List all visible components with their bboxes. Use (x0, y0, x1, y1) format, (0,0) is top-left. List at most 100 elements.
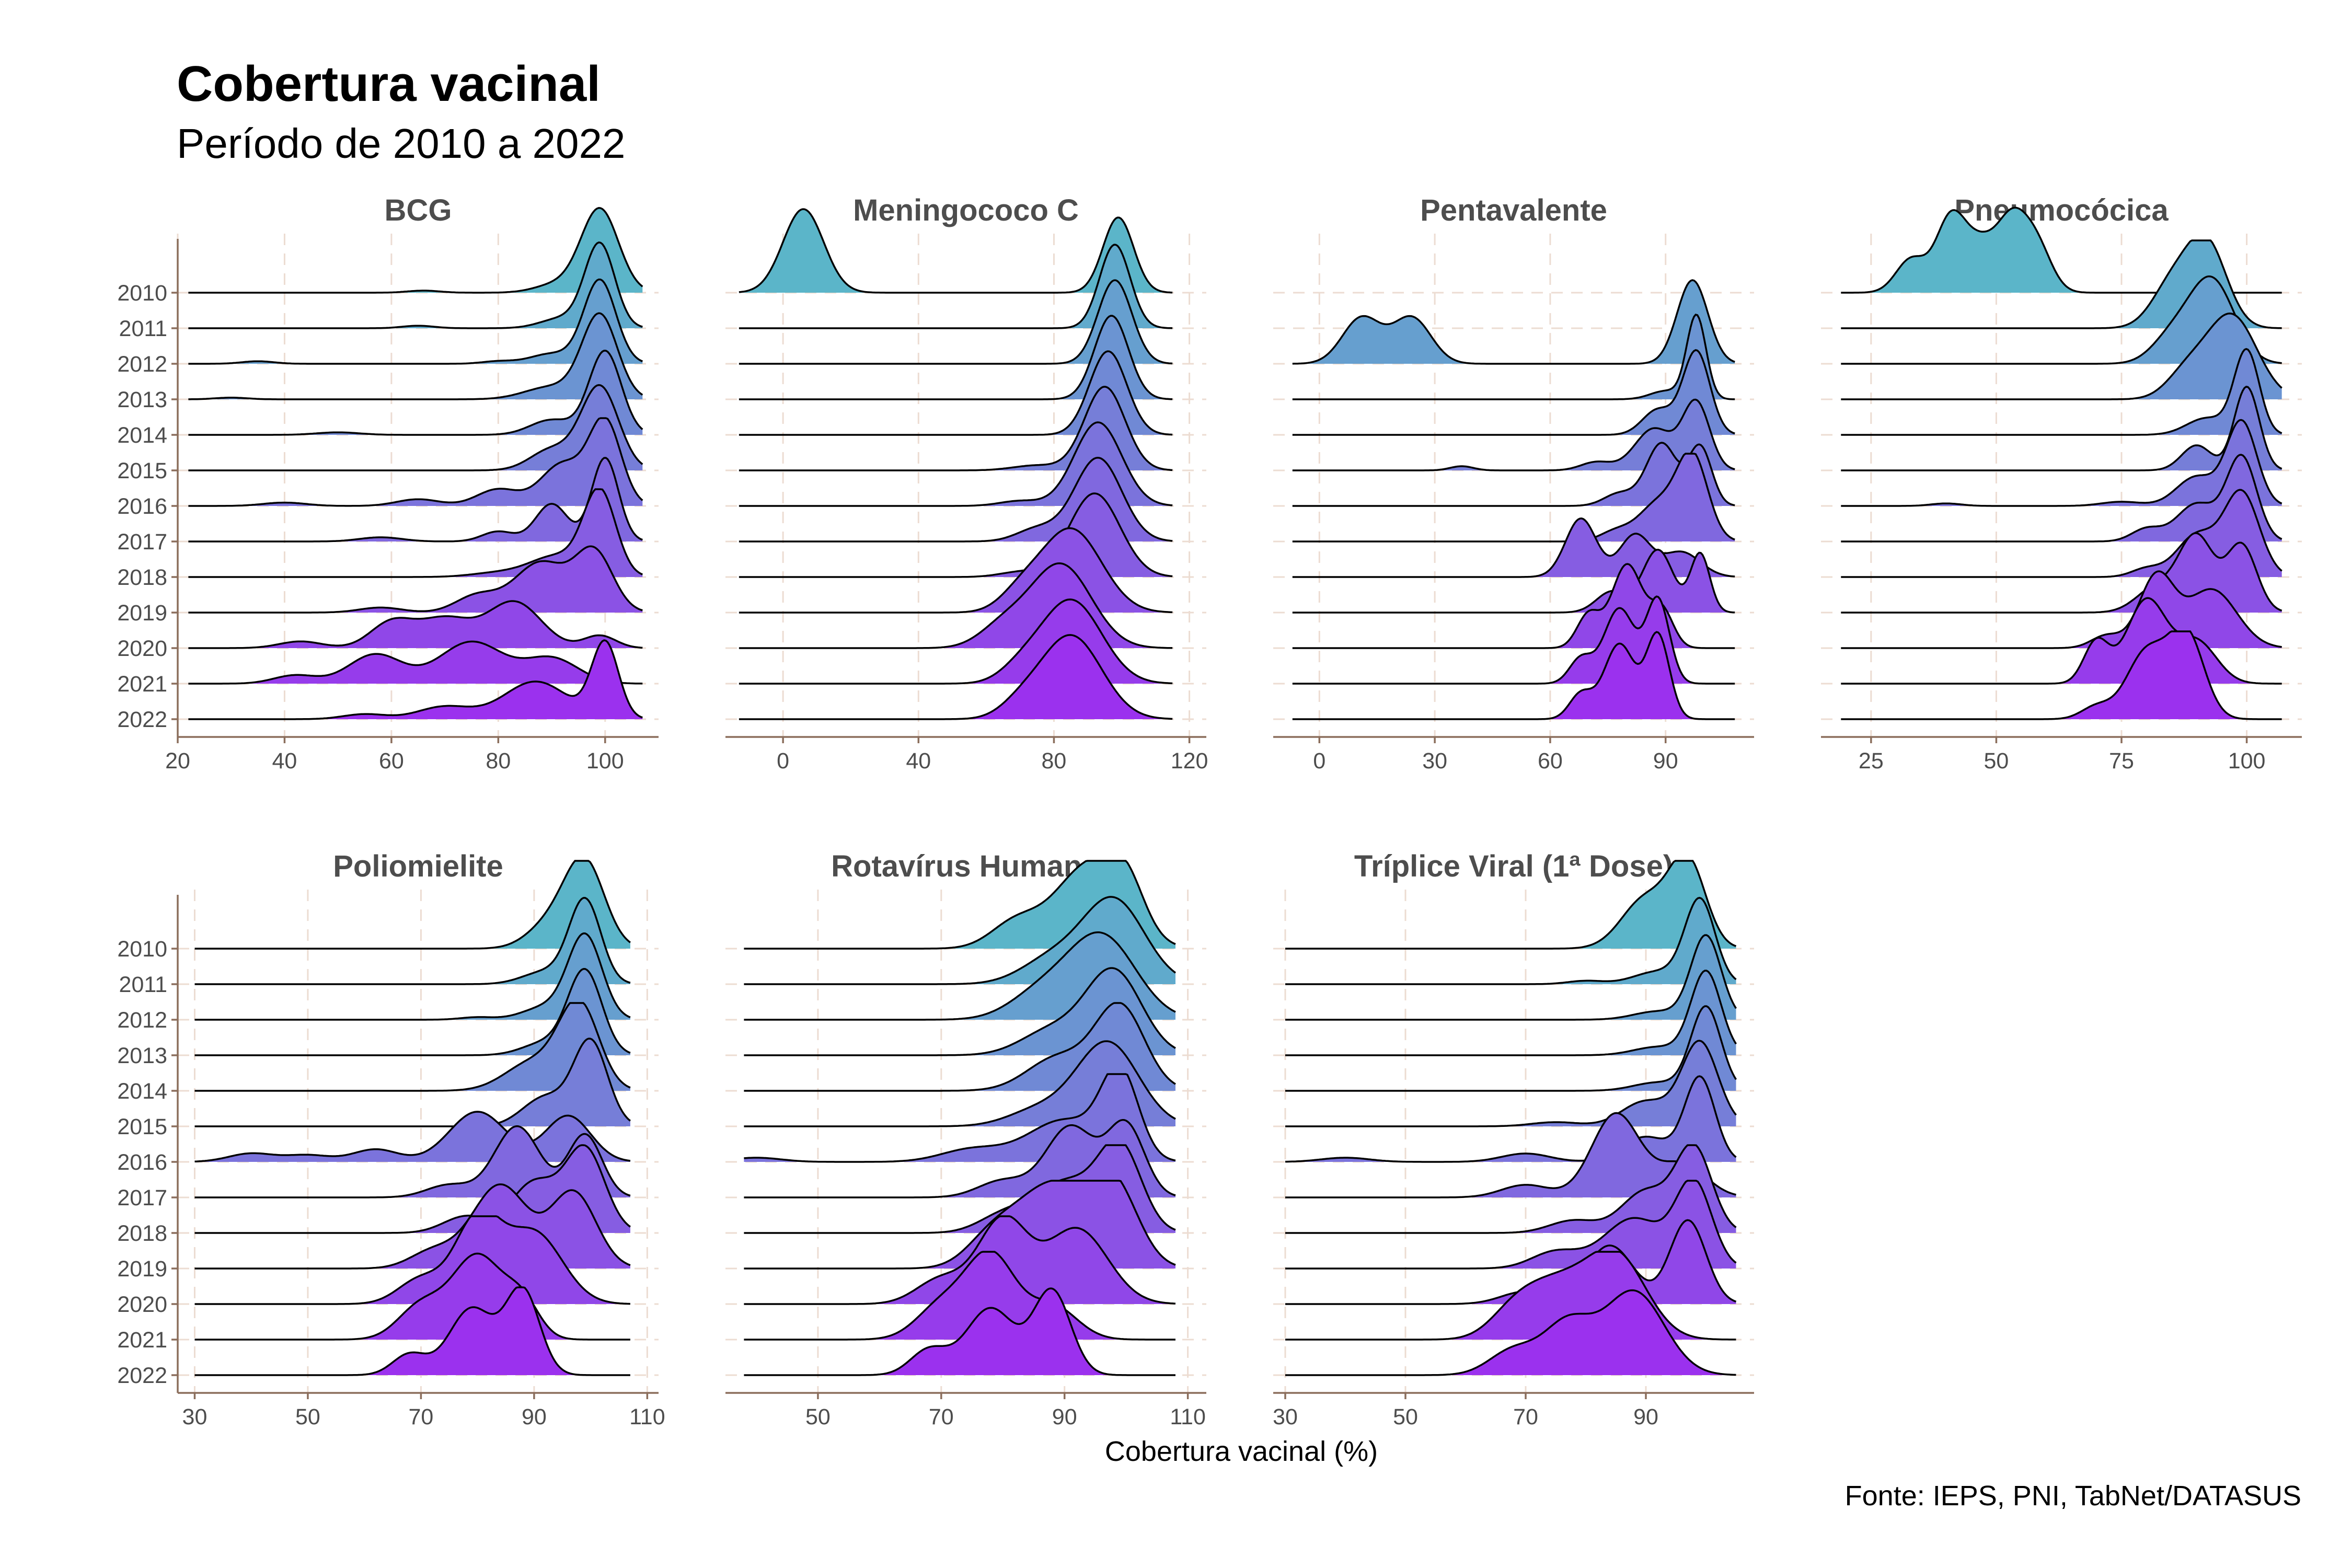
ridge-fill (1841, 313, 2282, 399)
ridge-outline (1285, 1219, 1737, 1305)
panel-title: Pneumocócica (1954, 193, 2169, 227)
ridge-fill (188, 546, 643, 613)
ridge-outline (194, 1037, 631, 1127)
ridge-fill (1285, 861, 1736, 949)
ridge-outline (1285, 1144, 1737, 1234)
panel-title: Rotavírus Humano (831, 849, 1101, 883)
ridge-outline (188, 207, 643, 294)
panel-title: Pentavalente (1420, 193, 1607, 227)
ridge-fill (1285, 1181, 1736, 1269)
ridge-outline (1292, 398, 1735, 471)
ridge-fill (1841, 240, 2282, 328)
panel-title: BCG (385, 193, 452, 227)
y-tick-label: 2021 (117, 672, 167, 697)
ridge-outline (1285, 1112, 1736, 1198)
y-tick-label: 2016 (117, 1150, 167, 1175)
panel-poliomielite: Poliomielite 2010 2011 2012 2013 2014 2015 2016… (117, 849, 665, 1429)
ridge-fill (744, 968, 1175, 1055)
chart-title: Cobertura vacinal (177, 56, 601, 112)
x-tick-label: 25 (1859, 748, 1884, 774)
ridge-fill (188, 601, 643, 648)
x-tick-label: 60 (379, 748, 404, 774)
x-tick-label: 75 (2109, 748, 2134, 774)
ridge-fill (739, 351, 1173, 435)
ridge-outline (194, 1286, 630, 1376)
ridge-outline (1292, 548, 1735, 614)
ridge-outline (1285, 1075, 1737, 1163)
ridge-fill (1292, 518, 1735, 577)
y-tick-label: 2010 (117, 937, 167, 962)
ridge-outline (739, 562, 1173, 649)
ridge-fill (744, 1288, 1175, 1375)
ridge-outline (194, 932, 631, 1021)
ridge-outline (739, 527, 1173, 614)
y-tick-label: 2019 (117, 601, 167, 626)
y-tick-label: 2020 (117, 636, 167, 661)
x-tick-label: 70 (408, 1404, 433, 1429)
ridge-outline (1841, 386, 2282, 471)
x-axis-label: Cobertura vacinal (%) (1105, 1436, 1378, 1467)
ridge-outline (194, 968, 631, 1056)
ridge-outline (188, 278, 643, 365)
ridge-fill (1292, 632, 1735, 719)
ridge-outline (744, 1040, 1176, 1127)
ridge-outline (1292, 279, 1735, 365)
ridge-fill (744, 861, 1175, 949)
ridge-outline (1285, 1251, 1736, 1341)
ridge-outline (1285, 1005, 1737, 1092)
panel-pentavalente: Pentavalente 0 30 60 90 (1273, 193, 1754, 774)
ridge-outline (1285, 860, 1737, 950)
panel-pneumococica: Pneumocócica 25 50 75 100 (1821, 193, 2302, 774)
x-tick-label: 90 (1653, 748, 1678, 774)
ridge-fill (744, 932, 1175, 1020)
ridge-outline (1285, 896, 1737, 985)
ridge-outline (739, 315, 1173, 400)
ridge-fill (1285, 1145, 1736, 1233)
ridge-fill (739, 635, 1173, 719)
ridge-fill (1292, 454, 1735, 541)
ridge-outline (744, 967, 1176, 1056)
ridge-fill (188, 640, 643, 719)
ridge-outline (194, 1125, 631, 1198)
x-tick-label: 100 (586, 748, 624, 774)
x-tick-label: 0 (1313, 748, 1325, 774)
x-tick-label: 50 (805, 1404, 831, 1429)
ridge-outline (744, 1002, 1176, 1092)
ridge-outline (194, 1002, 631, 1092)
ridge-outline (1841, 313, 2282, 400)
y-tick-label: 2010 (117, 281, 167, 306)
ridge-outline (188, 640, 643, 685)
ridge-outline (1841, 239, 2282, 329)
panel-title: Tríplice Viral (1ª Dose) (1354, 849, 1673, 883)
x-tick-label: 110 (629, 1404, 665, 1429)
ridge-fill (194, 1003, 630, 1091)
y-tick-label: 2012 (117, 352, 167, 377)
x-tick-label: 30 (1422, 748, 1447, 774)
ridge-outline (1841, 489, 2282, 578)
ridge-outline (188, 600, 643, 649)
x-tick-label: 90 (522, 1404, 547, 1429)
ridge-fill (744, 1041, 1175, 1126)
ridge-outline (194, 897, 631, 985)
panel-title: Meningococo C (853, 193, 1079, 227)
ridge-outline (1285, 1289, 1736, 1376)
y-tick-label: 2017 (117, 1185, 167, 1210)
y-tick-label: 2018 (117, 565, 167, 590)
x-tick-label: 40 (906, 748, 931, 774)
x-tick-label: 0 (777, 748, 789, 774)
ridge-outline (1841, 532, 2282, 614)
x-tick-label: 80 (486, 748, 511, 774)
y-tick-label: 2016 (117, 494, 167, 519)
x-tick-label: 90 (1052, 1404, 1077, 1429)
y-tick-label: 2017 (117, 529, 167, 555)
x-tick-label: 70 (929, 1404, 954, 1429)
ridge-outline (744, 1144, 1176, 1234)
ridge-outline (1285, 1180, 1737, 1270)
ridge-outline (1285, 934, 1737, 1021)
x-tick-label: 100 (2228, 748, 2266, 774)
ridge-outline (744, 1215, 1176, 1305)
ridge-outline (194, 860, 631, 950)
ridge-outline (739, 386, 1173, 471)
ridge-outline (188, 384, 643, 471)
y-tick-label: 2019 (117, 1256, 167, 1282)
